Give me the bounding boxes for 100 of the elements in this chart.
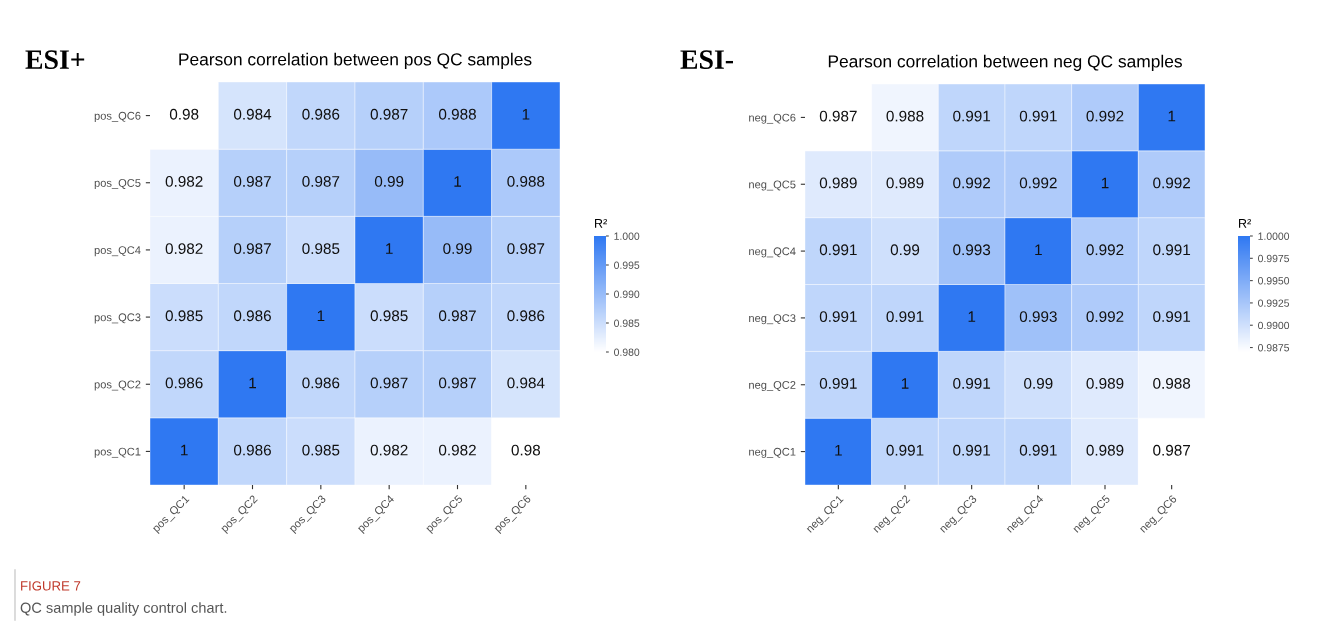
text: QC sample quality control chart.	[20, 602, 227, 616]
data-label: 0.98	[511, 444, 541, 456]
data-label: 0.987	[302, 176, 340, 187]
color-bar-label: 1.0000	[1258, 232, 1290, 240]
data-label: 1	[386, 243, 393, 254]
data-label: 0.99	[374, 176, 404, 187]
text: ESI-	[680, 50, 734, 69]
data-label: 1	[249, 377, 256, 389]
data-label: 0.992	[1086, 244, 1124, 256]
data-label: 0.985	[370, 310, 408, 322]
data-label: 0.992	[1086, 311, 1124, 323]
color-bar-label: 0.9900	[1258, 321, 1290, 330]
caption: FIGURE 7	[21, 581, 81, 591]
data-label: 0.989	[1086, 378, 1124, 389]
color-bar-label: 0.9950	[1258, 277, 1290, 285]
data-label: 1	[1101, 177, 1109, 189]
data-label: 0.987	[438, 377, 476, 389]
data-label: 0.991	[1153, 244, 1191, 256]
data-label: 0.985	[302, 444, 340, 456]
y-tick-label: pos_QC2	[94, 380, 141, 391]
color-bar-label: 0.9975	[1258, 254, 1290, 263]
data-label: 0.982	[165, 176, 203, 187]
data-label: 0.987	[1153, 444, 1191, 456]
data-label: 0.987	[233, 176, 271, 187]
data-label: 0.982	[370, 444, 408, 456]
y-tick-label: pos_QC5	[94, 179, 141, 190]
data-label: 0.986	[302, 108, 340, 120]
data-label: 0.987	[370, 108, 408, 120]
y-tick-label: neg_QC1	[749, 447, 796, 458]
color-bar-label: 0.985	[614, 319, 640, 327]
data-label: 0.985	[302, 243, 340, 255]
data-label: 1	[1035, 244, 1042, 256]
y-tick-label: neg_QC4	[749, 247, 796, 258]
color-bar-title: R²	[595, 218, 607, 228]
data-label: 0.984	[507, 377, 545, 389]
data-label: 0.992	[1153, 177, 1191, 189]
data-label: 0.99	[890, 244, 920, 256]
chart-title: Pearson correlation between pos QC samples	[179, 52, 532, 69]
data-label: 0.991	[1019, 110, 1057, 122]
data-label: 1	[522, 109, 530, 120]
data-label: 1	[901, 378, 909, 389]
data-label: 1	[835, 445, 842, 456]
data-label: 0.986	[507, 310, 545, 322]
color-bar-label: 0.995	[614, 261, 640, 269]
data-label: 0.989	[1086, 444, 1124, 456]
data-label: 1	[454, 176, 461, 187]
data-label: 0.988	[886, 110, 924, 122]
y-tick-label: neg_QC3	[749, 314, 796, 325]
data-label: 0.987	[233, 243, 271, 255]
y-tick-label: pos_QC6	[94, 111, 141, 122]
data-label: 0.982	[438, 444, 476, 456]
data-label: 0.988	[1153, 378, 1191, 389]
data-label: 0.986	[233, 310, 271, 322]
data-label: 0.98	[169, 108, 199, 120]
data-label: 0.988	[507, 176, 545, 187]
data-label: 0.991	[1153, 311, 1191, 323]
y-tick-label: neg_QC5	[749, 180, 796, 191]
data-label: 0.992	[1019, 177, 1057, 189]
data-label: 0.991	[819, 311, 857, 323]
data-label: 0.988	[438, 108, 476, 120]
data-label: 0.991	[819, 244, 857, 256]
data-label: 0.991	[886, 311, 924, 323]
chart-title: Pearson correlation between neg QC samples	[828, 54, 1182, 71]
data-label: 0.991	[886, 444, 924, 456]
data-label: 0.989	[886, 177, 924, 189]
data-label: 0.991	[953, 444, 991, 456]
data-label: 1	[317, 310, 325, 322]
data-label: 0.982	[165, 243, 203, 255]
data-label: 0.987	[438, 310, 476, 322]
data-label: 0.991	[1019, 444, 1057, 456]
color-bar-label: 0.9875	[1258, 344, 1290, 352]
data-label: 0.992	[953, 177, 991, 189]
data-label: 0.992	[1086, 110, 1124, 122]
data-label: 0.991	[953, 110, 991, 122]
data-label: 0.99	[1024, 378, 1053, 389]
data-label: 0.99	[443, 243, 472, 255]
data-label: 1	[1168, 110, 1176, 122]
data-label: 0.991	[819, 378, 857, 389]
color-bar-label: 1.000	[614, 232, 640, 240]
data-label: 0.986	[302, 377, 340, 389]
data-label: 0.986	[233, 444, 271, 456]
data-label: 0.986	[165, 377, 203, 389]
data-label: 0.987	[370, 377, 408, 389]
data-label: 0.987	[507, 243, 545, 255]
data-label: 0.993	[953, 244, 991, 256]
y-tick-label: pos_QC1	[94, 447, 141, 458]
data-label: 1	[181, 444, 188, 456]
data-label: 1	[968, 311, 976, 322]
color-bar-label: 0.980	[614, 348, 640, 356]
color-bar-label: 0.9925	[1258, 299, 1290, 307]
y-tick-label: pos_QC4	[94, 246, 141, 257]
y-tick-label: neg_QC6	[749, 113, 796, 124]
color-bar-title: R²	[1239, 218, 1251, 228]
y-tick-label: neg_QC2	[749, 381, 796, 392]
y-tick-label: pos_QC3	[94, 313, 141, 324]
data-label: 0.985	[165, 310, 203, 322]
data-label: 0.993	[1019, 311, 1057, 323]
data-label: 0.989	[819, 177, 857, 189]
data-label: 0.987	[819, 110, 857, 122]
color-bar-label: 0.990	[614, 290, 640, 298]
